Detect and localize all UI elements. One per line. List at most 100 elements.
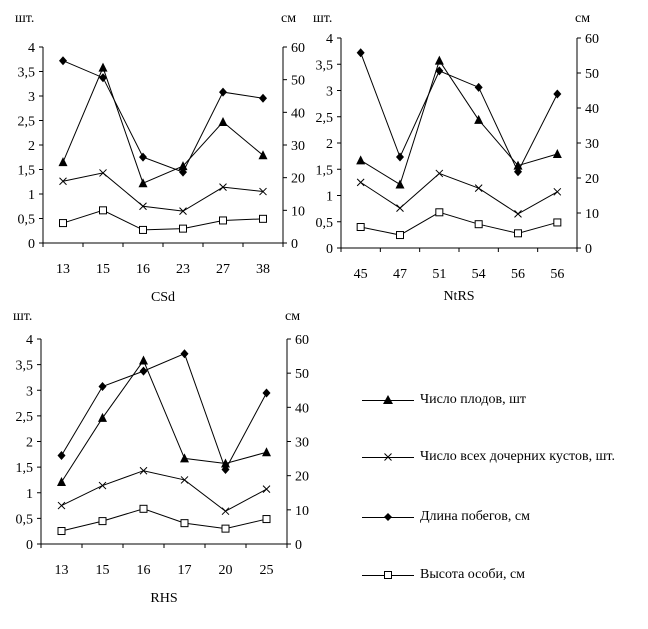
x-tick-label: 16 xyxy=(136,262,150,277)
series-line-shoots xyxy=(62,60,264,173)
right-tick-label: 20 xyxy=(295,470,309,485)
data-point-bushes xyxy=(356,178,365,187)
x-tick-label: 15 xyxy=(96,563,110,578)
x-tick-label: 54 xyxy=(472,267,486,282)
right-tick-label: 40 xyxy=(295,401,309,416)
left-tick-label: 1,5 xyxy=(18,164,36,179)
x-tick-label: 56 xyxy=(511,267,525,282)
data-point-height xyxy=(514,229,522,238)
left-tick-label: 2,5 xyxy=(18,115,36,130)
left-tick-label: 0,5 xyxy=(316,216,334,231)
data-point-fruits xyxy=(395,179,405,189)
series-line-height xyxy=(62,209,264,231)
data-point-height xyxy=(180,519,189,528)
data-point-fruits xyxy=(98,62,108,72)
right-axis-unit: см xyxy=(281,11,296,26)
data-point-fruits xyxy=(58,157,68,167)
data-point-fruits xyxy=(138,178,148,188)
data-point-bushes xyxy=(219,183,227,191)
right-tick-label: 30 xyxy=(585,137,599,152)
data-point-shoots xyxy=(99,73,107,83)
right-tick-label: 30 xyxy=(291,139,305,154)
data-point-shoots xyxy=(59,56,67,66)
left-tick-label: 4 xyxy=(28,41,35,56)
right-tick-label: 40 xyxy=(291,106,305,121)
data-point-bushes xyxy=(553,187,562,196)
data-point-shoots xyxy=(514,167,522,177)
series-line-height xyxy=(61,508,267,532)
data-point-fruits xyxy=(98,412,107,422)
left-tick-label: 1 xyxy=(28,188,35,203)
data-point-height xyxy=(396,231,404,240)
data-point-shoots xyxy=(262,388,271,398)
data-point-fruits xyxy=(218,116,228,126)
legend-label-bushes: Число всех дочерних кустов, шт. xyxy=(420,449,615,464)
x-tick-label: 20 xyxy=(219,563,233,578)
series-line-bushes xyxy=(61,470,267,512)
data-point-bushes xyxy=(221,507,230,516)
left-tick-label: 1,5 xyxy=(16,461,34,476)
data-point-fruits xyxy=(57,476,66,486)
data-point-height xyxy=(99,206,107,215)
data-point-height xyxy=(356,223,365,231)
x-marker-icon xyxy=(384,453,392,461)
right-tick-label: 50 xyxy=(295,367,309,382)
data-point-fruits xyxy=(552,149,562,159)
right-tick-label: 0 xyxy=(295,538,302,553)
data-point-shoots xyxy=(139,152,147,162)
right-axis-unit: см xyxy=(285,309,300,324)
left-tick-label: 1,5 xyxy=(316,163,334,178)
right-tick-label: 40 xyxy=(585,102,599,117)
left-tick-label: 3,5 xyxy=(316,58,334,73)
data-point-bushes xyxy=(98,481,107,490)
x-tick-label: 45 xyxy=(354,267,368,282)
left-tick-label: 0 xyxy=(326,242,333,257)
legend-label-height: Высота особи, см xyxy=(420,567,526,582)
data-point-height xyxy=(435,208,444,217)
data-point-bushes xyxy=(59,177,67,186)
left-tick-label: 4 xyxy=(326,32,333,47)
data-point-fruits xyxy=(258,150,268,160)
data-point-height xyxy=(59,219,67,228)
right-tick-label: 0 xyxy=(291,237,298,252)
left-tick-label: 0,5 xyxy=(16,512,34,527)
data-point-bushes xyxy=(474,184,483,193)
data-point-height xyxy=(474,220,483,229)
diamond-marker-icon xyxy=(384,513,392,521)
chart-title: CSd xyxy=(151,290,175,305)
x-tick-label: 16 xyxy=(137,563,151,578)
data-point-bushes xyxy=(99,169,107,177)
left-tick-label: 4 xyxy=(26,333,33,348)
data-point-height xyxy=(98,517,107,526)
series-line-fruits xyxy=(360,59,558,186)
data-point-fruits xyxy=(262,447,271,457)
right-tick-label: 50 xyxy=(291,74,305,89)
series-line-shoots xyxy=(360,52,558,173)
left-tick-label: 3,5 xyxy=(16,359,34,374)
left-tick-label: 0,5 xyxy=(18,213,36,228)
chart-title: NtRS xyxy=(443,289,474,304)
right-axis-unit: см xyxy=(575,11,590,26)
data-point-shoots xyxy=(474,82,483,92)
left-tick-label: 3,5 xyxy=(18,66,36,81)
right-tick-label: 60 xyxy=(295,333,309,348)
right-tick-label: 10 xyxy=(585,207,599,222)
left-tick-label: 3 xyxy=(26,384,33,399)
data-point-height xyxy=(57,527,66,536)
data-point-height xyxy=(553,218,562,227)
x-tick-label: 56 xyxy=(550,267,564,282)
x-tick-label: 47 xyxy=(393,267,407,282)
series-line-bushes xyxy=(62,172,264,212)
right-tick-label: 20 xyxy=(585,172,599,187)
left-tick-label: 1 xyxy=(326,190,333,205)
left-tick-label: 2,5 xyxy=(316,111,334,126)
series-line-fruits xyxy=(61,359,267,483)
data-point-height xyxy=(139,225,147,234)
data-point-bushes xyxy=(259,187,267,196)
data-point-height xyxy=(179,224,187,233)
data-point-fruits xyxy=(139,355,148,365)
data-point-shoots xyxy=(259,93,267,103)
triangle-marker-icon xyxy=(383,395,393,404)
right-tick-label: 30 xyxy=(295,436,309,451)
